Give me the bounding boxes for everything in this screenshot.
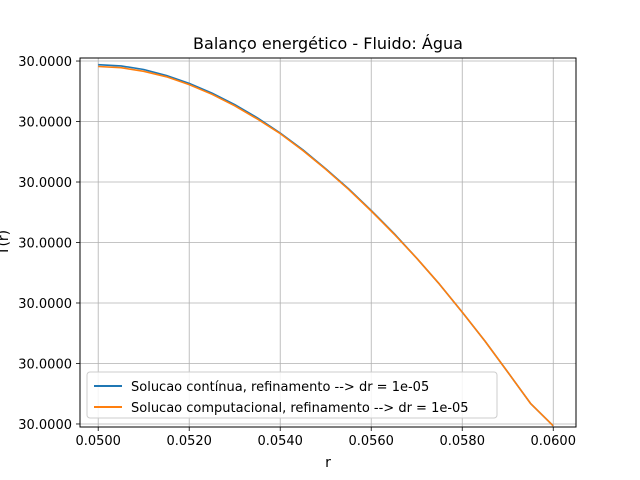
y-tick-label: 30.0000 [18, 297, 72, 312]
legend-label-computational: Solucao computacional, refinamento --> d… [131, 401, 469, 416]
series-lines [98, 63, 554, 427]
grid-lines [80, 58, 576, 427]
y-axis-ticks: 30.0000 30.0000 30.0000 30.0000 30.0000 30.00… [18, 55, 80, 433]
y-tick-label: 30.0000 [18, 55, 72, 70]
x-tick-label: 0.0500 [75, 434, 121, 449]
y-tick-label: 30.0000 [18, 176, 72, 191]
x-tick-label: 0.0600 [530, 434, 576, 449]
y-axis-label: T(r) [0, 230, 12, 256]
series-line-computational [98, 65, 554, 427]
x-tick-label: 0.0580 [439, 434, 485, 449]
x-axis-ticks: 0.0500 0.0520 0.0540 0.0560 0.0580 0.0600 [75, 427, 576, 449]
legend-box [86, 371, 498, 419]
chart-title: Balanço energético - Fluido: Água [193, 34, 463, 53]
y-tick-label: 30.0000 [18, 418, 72, 433]
x-axis-label: r [325, 455, 331, 471]
legend-label-continuous: Solucao contínua, refinamento --> dr = 1… [131, 380, 429, 395]
y-tick-label: 30.0000 [18, 237, 72, 252]
x-tick-label: 0.0540 [257, 434, 303, 449]
y-tick-label: 30.0000 [18, 116, 72, 131]
y-tick-label: 30.0000 [18, 357, 72, 372]
x-tick-label: 0.0520 [166, 434, 212, 449]
x-tick-label: 0.0560 [348, 434, 394, 449]
legend: Solucao contínua, refinamento --> dr = 1… [86, 371, 498, 419]
